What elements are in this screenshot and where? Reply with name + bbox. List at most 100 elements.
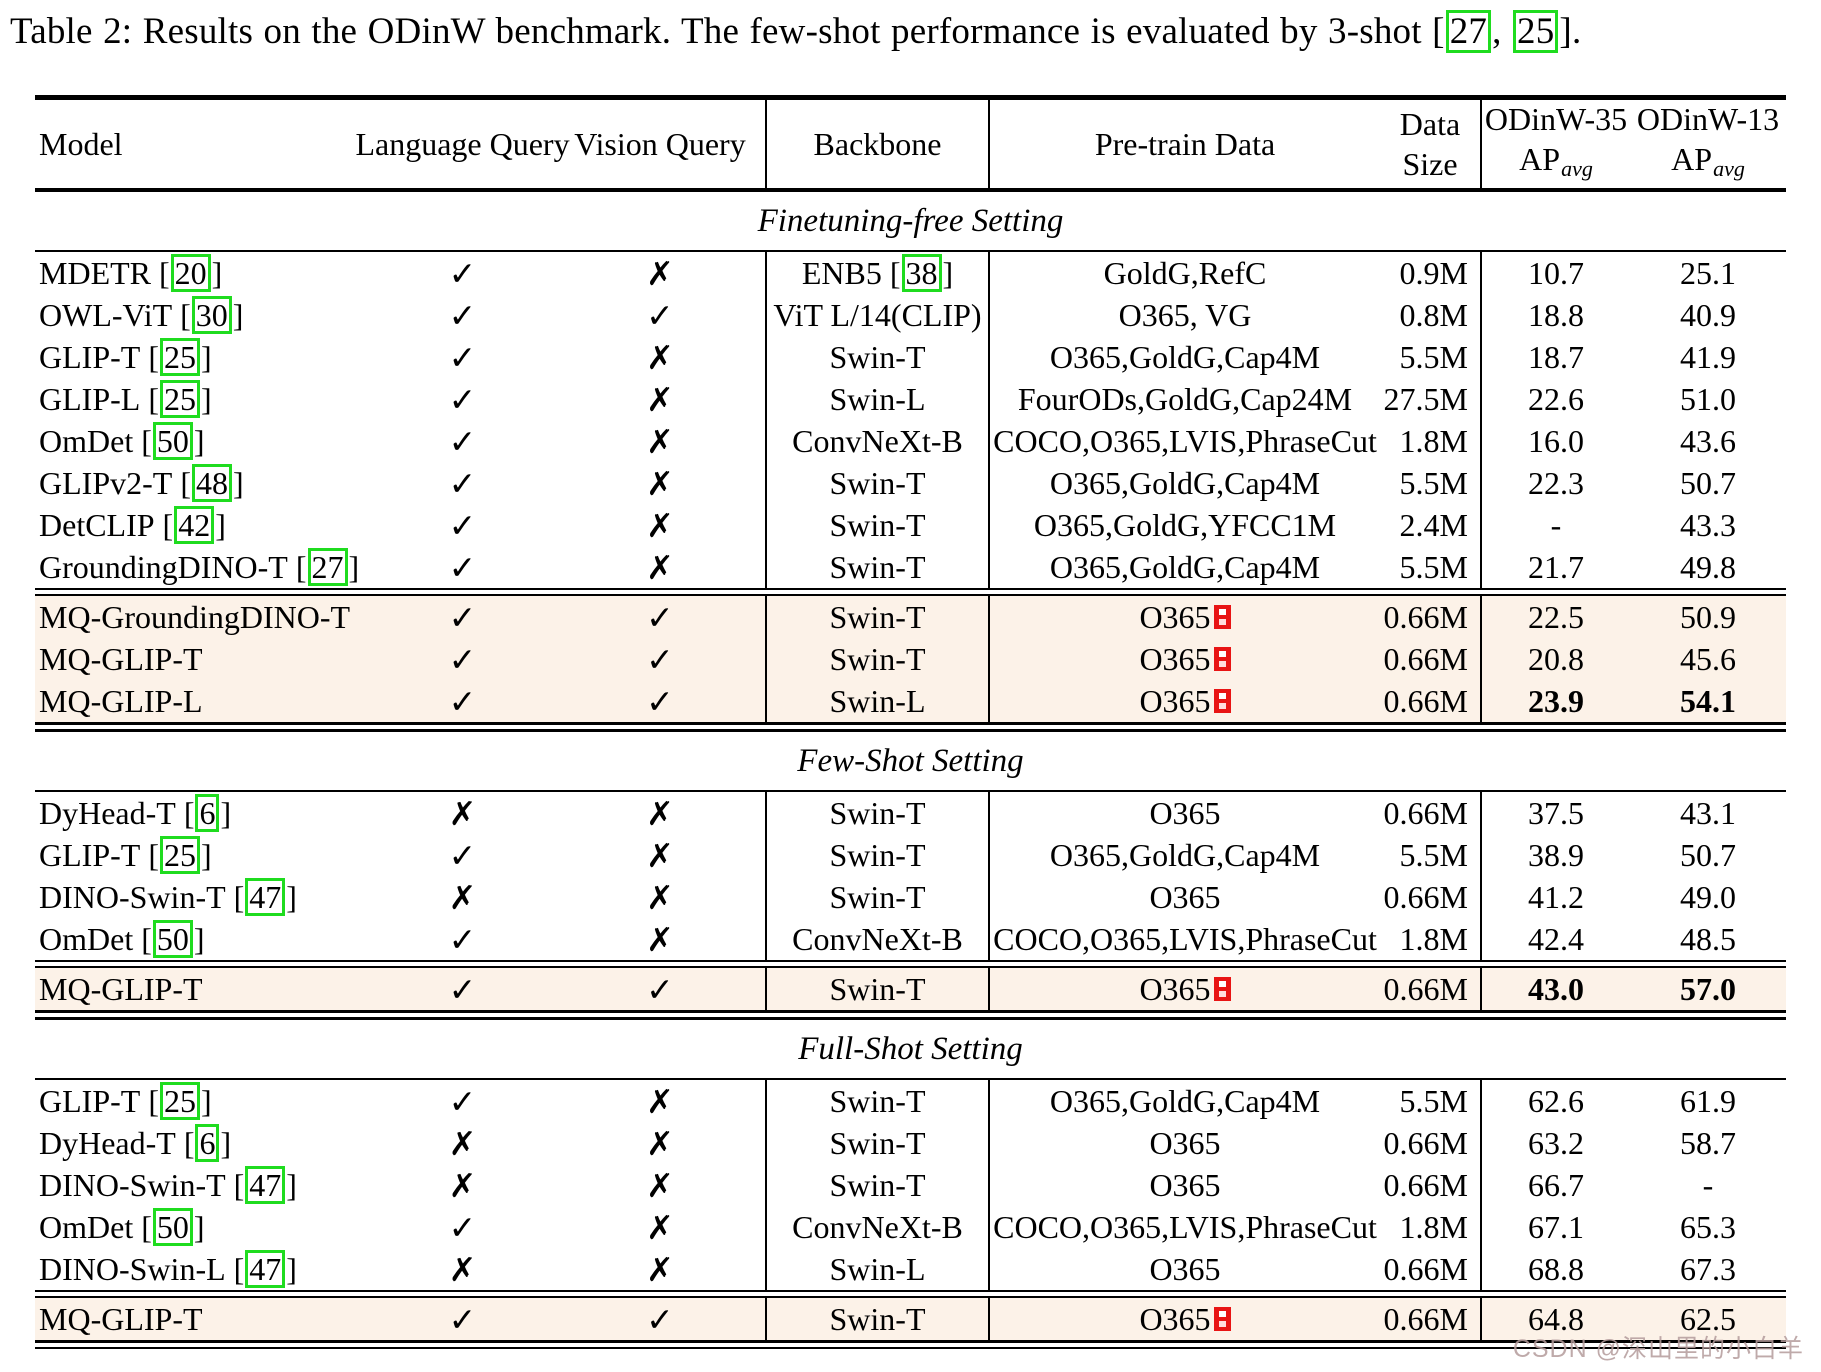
citation-link[interactable]: 27 [307,548,348,586]
header-bottom-rule [35,188,1786,192]
bracket-open: [ [295,549,307,585]
data-size-line2: Size [1402,146,1458,182]
backbone-cell: Swin-T [767,792,990,834]
table-row: MDETR[20] ✓ ✗ ENB5[38] GoldG,RefC 0.9M 1… [35,252,1786,294]
citation-link[interactable]: 30 [191,296,232,334]
odinw13-ap-cell: 67.3 [1680,1250,1736,1287]
odinw13-ap-cell: 57.0 [1680,970,1736,1007]
footnote-marker-icon[interactable] [1213,647,1231,671]
pretrain-data-cell: O365,GoldG,Cap4M [990,462,1380,504]
data-size-cell: 1.8M [1380,420,1482,462]
pretrain-data-text: GoldG,RefC [1103,254,1267,291]
data-size-cell: 1.8M [1380,1206,1482,1248]
citation-link[interactable]: 27 [1445,10,1492,53]
model-cell: MQ-GLIP-T [35,968,370,1010]
model-cell: DyHead-T[6] [35,1122,370,1164]
odinw13-ap-cell: 41.9 [1680,338,1736,375]
bracket-open: [ [148,339,159,375]
citation-link[interactable]: 25 [159,836,200,874]
citation-link[interactable]: 47 [245,878,286,916]
odinw35-ap-cell: 43.0 [1528,970,1584,1007]
odinw35-ap-cell: 68.8 [1528,1250,1584,1287]
citation-link[interactable]: 25 [1513,10,1559,53]
citation-link[interactable]: 6 [195,794,220,832]
backbone-name: Swin-T [829,1124,926,1161]
language-query-mark: ✗ [448,877,477,917]
model-name: GLIP-T [39,836,141,873]
backbone-name: ViT L/14(CLIP) [773,296,982,333]
pretrain-data-cell: COCO,O365,LVIS,PhraseCut [990,1206,1380,1248]
vision-query-mark: ✗ [555,1206,767,1248]
citation-link[interactable]: 47 [245,1166,286,1204]
table-header: Model Language Query Vision Query Backbo… [35,100,1786,188]
data-size-cell: 5.5M [1380,462,1482,504]
pretrain-data-text: O365,GoldG,Cap4M [1049,836,1321,873]
col-header-odinw13: ODinW-13 APavg [1630,100,1786,188]
vision-query-mark: ✓ [555,1298,767,1340]
citation-link[interactable]: 25 [159,380,200,418]
bracket-close: ] [200,339,212,375]
table-row: DINO-Swin-T[47] ✗ ✗ Swin-T O365 0.66M 41… [35,876,1786,918]
language-query-mark: ✗ [448,1165,477,1205]
data-size-cell: 0.66M [1380,596,1482,638]
citation-link[interactable]: 50 [152,920,193,958]
odinw13-ap-cell: 61.9 [1680,1082,1736,1119]
data-size-cell: 0.66M [1380,1122,1482,1164]
citation-link[interactable]: 25 [159,1082,200,1120]
backbone-name: Swin-T [829,878,926,915]
bracket-close: ] [232,465,244,501]
footnote-marker-icon[interactable] [1213,689,1231,713]
pretrain-data-cell: O365 [990,1122,1380,1164]
language-query-mark: ✓ [448,547,477,587]
bracket-open: [ [148,1083,159,1119]
odinw13-ap-cell: 43.1 [1680,794,1736,831]
model-name: DyHead-T [39,794,176,831]
backbone-cell: ENB5[38] [767,252,990,294]
footnote-marker-icon[interactable] [1213,605,1231,629]
footnote-marker-icon[interactable] [1213,1307,1231,1331]
backbone-cell: Swin-T [767,596,990,638]
backbone-name: Swin-T [829,836,926,873]
backbone-name: Swin-T [829,1082,926,1119]
table-row: DetCLIP[42] ✓ ✗ Swin-T O365,GoldG,YFCC1M… [35,504,1786,546]
citation-link[interactable]: 20 [170,254,211,292]
citation-link[interactable]: 38 [901,254,942,292]
backbone-cell: Swin-L [767,378,990,420]
citation-link[interactable]: 48 [191,464,232,502]
citation-link[interactable]: 6 [195,1124,220,1162]
language-query-mark: ✓ [448,295,477,335]
footnote-marker-icon[interactable] [1213,977,1231,1001]
pretrain-data-cell: O365, VG [990,294,1380,336]
citation-link[interactable]: 25 [159,338,200,376]
pretrain-data-cell: O365 [990,876,1380,918]
vision-query-mark: ✓ [555,638,767,680]
table-row: OmDet[50] ✓ ✗ ConvNeXt-B COCO,O365,LVIS,… [35,918,1786,960]
model-name: GLIP-T [39,1082,141,1119]
odinw35-ap-cell: 37.5 [1528,794,1584,831]
data-size-cell: 5.5M [1380,336,1482,378]
pretrain-data-text: O365,GoldG,Cap4M [1049,464,1321,501]
vision-query-mark: ✓ [555,294,767,336]
table-row: DyHead-T[6] ✗ ✗ Swin-T O365 0.66M 63.2 5… [35,1122,1786,1164]
bracket-close: ] [232,297,244,333]
citation-link[interactable]: 42 [174,506,215,544]
citation-link[interactable]: 47 [245,1250,286,1288]
language-query-mark: ✓ [448,463,477,503]
model-cell: MQ-GLIP-L [35,680,370,722]
bracket-open: [ [148,837,159,873]
citation-link[interactable]: 50 [152,422,193,460]
col-header-language-query: Language Query [355,125,570,162]
pretrain-data-cell: O365 [990,792,1380,834]
odinw35-ap-cell: 41.2 [1528,878,1584,915]
odinw13-ap-cell: 65.3 [1680,1208,1736,1245]
language-query-mark: ✓ [448,337,477,377]
backbone-name: Swin-T [829,506,926,543]
odinw35-ap-cell: 18.7 [1528,338,1584,375]
model-cell: GLIP-T[25] [35,834,370,876]
bracket-close: ] [211,255,223,291]
odinw35-ap-cell: 18.8 [1528,296,1584,333]
col-header-data-size: Data Size [1380,100,1482,188]
table-rule [35,790,1786,792]
citation-link[interactable]: 50 [152,1208,193,1246]
